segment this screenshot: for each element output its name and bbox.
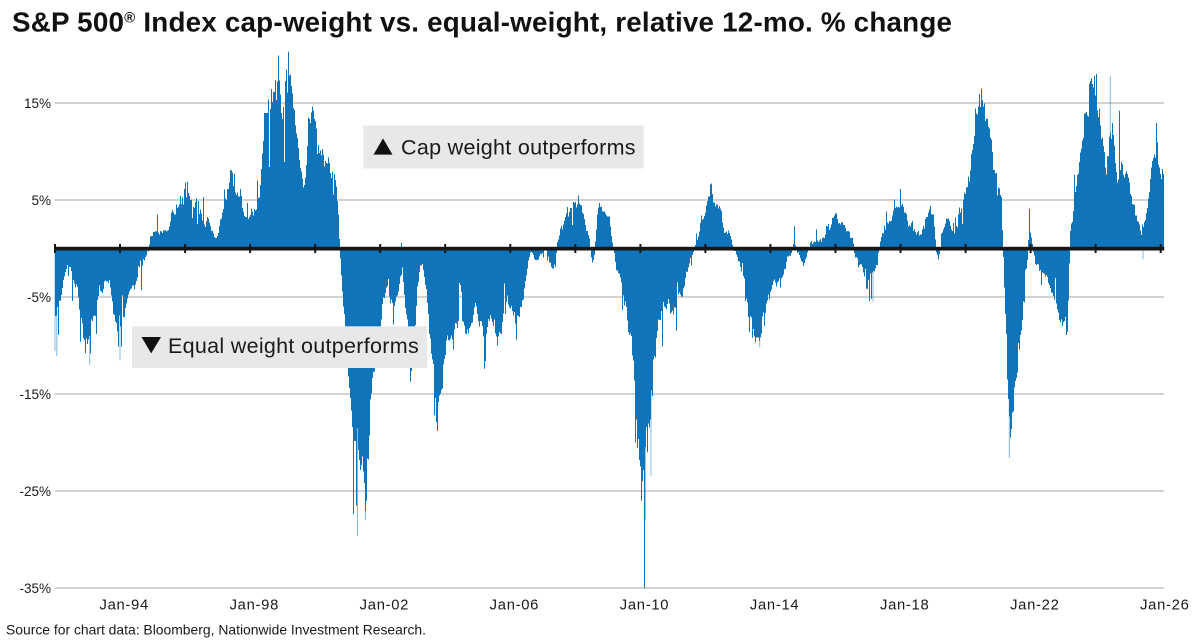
svg-text:Jan-02: Jan-02 [360, 598, 409, 614]
svg-text:Jan-18: Jan-18 [880, 598, 929, 614]
svg-text:Cap weight outperforms: Cap weight outperforms [401, 136, 636, 160]
svg-text:-5%: -5% [27, 290, 51, 305]
svg-text:-25%: -25% [19, 484, 51, 499]
svg-text:Jan-98: Jan-98 [230, 598, 279, 614]
svg-text:Jan-26: Jan-26 [1140, 598, 1189, 614]
svg-text:-15%: -15% [19, 387, 51, 402]
svg-text:Jan-06: Jan-06 [490, 598, 539, 614]
svg-text:Equal weight outperforms: Equal weight outperforms [168, 334, 419, 358]
svg-text:Jan-94: Jan-94 [99, 598, 148, 614]
svg-text:-35%: -35% [19, 581, 51, 596]
svg-text:S&P 500® Index cap-weight vs.: S&P 500® Index cap-weight vs. equal-weig… [12, 7, 952, 38]
svg-text:Jan-10: Jan-10 [620, 598, 669, 614]
svg-text:Jan-14: Jan-14 [750, 598, 799, 614]
svg-text:Jan-22: Jan-22 [1010, 598, 1059, 614]
svg-text:5%: 5% [31, 193, 51, 208]
svg-text:15%: 15% [24, 96, 51, 111]
svg-text:Source for chart data: Bloombe: Source for chart data: Bloomberg, Nation… [6, 622, 426, 638]
